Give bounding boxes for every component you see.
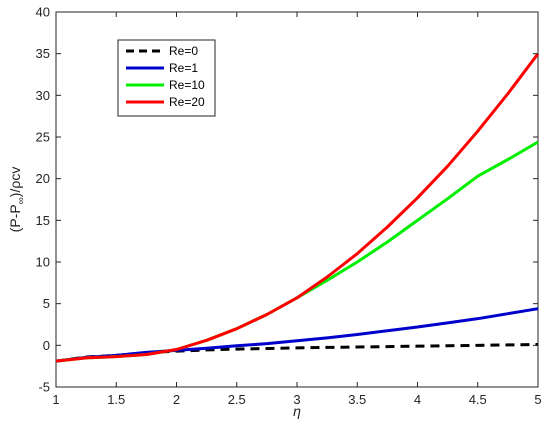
legend-label-1: Re=1 — [169, 61, 198, 75]
legend: Re=0 Re=1 Re=10 Re=20 — [117, 39, 216, 117]
y-axis-label-main: (P-P — [7, 204, 23, 232]
y-tick-label: 0 — [43, 338, 50, 353]
y-tick-label: -5 — [38, 380, 50, 395]
y-tick-label: 40 — [36, 5, 50, 20]
legend-label-3: Re=20 — [169, 95, 205, 109]
x-tick-label: 3.5 — [348, 392, 366, 407]
x-tick-label: 2 — [173, 392, 180, 407]
series-line-3 — [55, 52, 540, 363]
x-tick-label: 4 — [414, 392, 421, 407]
axis-ticks: 1 1.5 2 2.5 3 3.5 4 4.5 5 -5 0 5 10 15 20 25 30 35 40 — [36, 5, 542, 408]
y-tick-label: 30 — [36, 88, 50, 103]
x-tick-label: 3 — [293, 392, 300, 407]
x-tick-label: 2.5 — [228, 392, 246, 407]
x-tick-label: 1.5 — [107, 392, 125, 407]
x-tick-label: 4.5 — [469, 392, 487, 407]
y-axis-label: (P-P∞)/ρcv — [7, 167, 27, 233]
y-tick-label: 5 — [43, 296, 50, 311]
y-tick-label: 15 — [36, 213, 50, 228]
y-tick-label: 25 — [36, 130, 50, 145]
x-tick-label: 1 — [52, 392, 59, 407]
y-tick-label: 10 — [36, 255, 50, 270]
series-lines — [55, 52, 540, 363]
y-tick-label: 20 — [36, 171, 50, 186]
legend-label-0: Re=0 — [169, 44, 198, 58]
y-axis-label-tail: )/ρcv — [7, 167, 23, 198]
y-tick-label: 35 — [36, 46, 50, 61]
x-axis-label: η — [293, 403, 301, 419]
series-line-1 — [55, 307, 539, 363]
x-tick-label: 5 — [534, 392, 541, 407]
legend-label-2: Re=10 — [169, 78, 205, 92]
y-axis-label-subscript: ∞ — [16, 197, 27, 204]
